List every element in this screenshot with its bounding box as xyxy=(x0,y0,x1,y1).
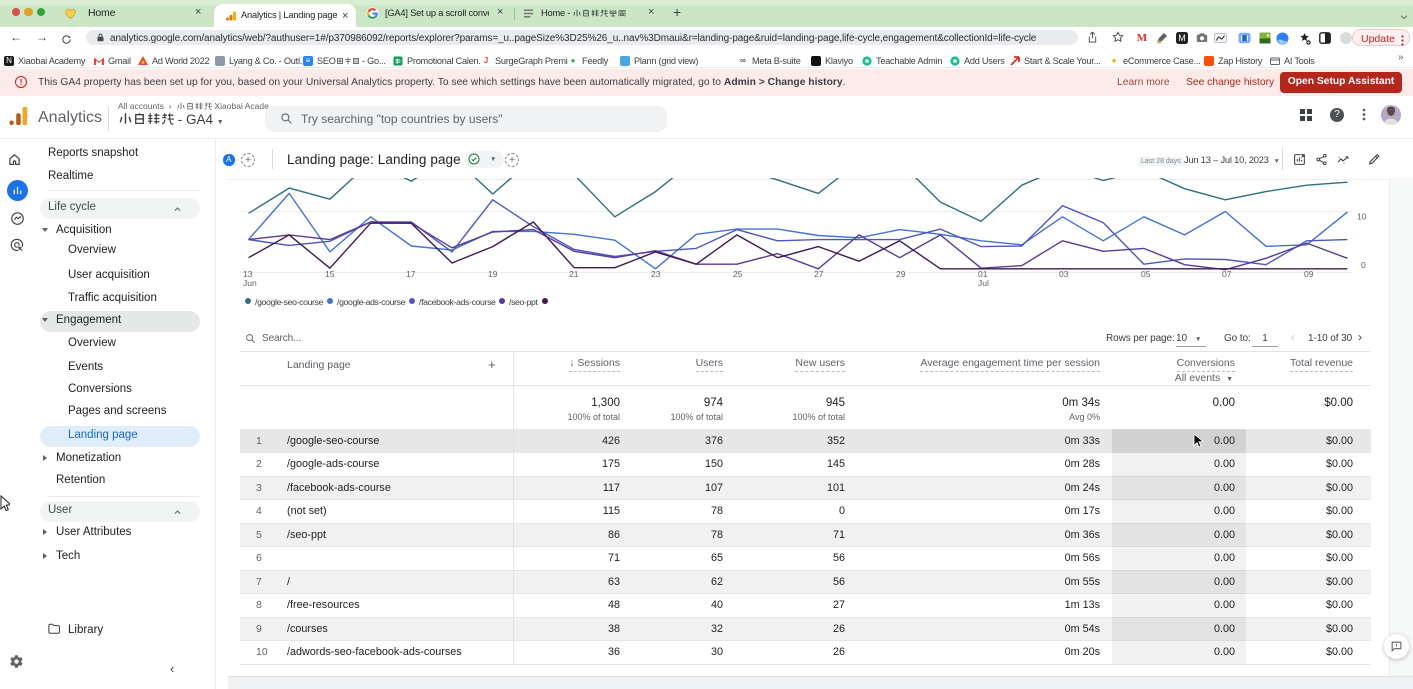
svg-text:03: 03 xyxy=(1059,269,1069,279)
svg-text:09: 09 xyxy=(1304,269,1314,279)
svg-text:13: 13 xyxy=(243,269,253,279)
svg-text:05: 05 xyxy=(1141,269,1151,279)
svg-text:0: 0 xyxy=(1361,260,1366,270)
svg-text:10: 10 xyxy=(1357,212,1367,222)
svg-text:15: 15 xyxy=(325,269,335,279)
svg-text:19: 19 xyxy=(488,269,498,279)
svg-text:Jun: Jun xyxy=(243,278,257,288)
svg-text:17: 17 xyxy=(406,269,416,279)
svg-text:23: 23 xyxy=(651,269,661,279)
svg-text:29: 29 xyxy=(896,269,906,279)
svg-text:21: 21 xyxy=(569,269,579,279)
svg-text:07: 07 xyxy=(1222,269,1232,279)
svg-text:27: 27 xyxy=(814,269,824,279)
svg-text:01: 01 xyxy=(978,269,988,279)
svg-text:25: 25 xyxy=(733,269,743,279)
svg-text:Jul: Jul xyxy=(978,278,989,288)
